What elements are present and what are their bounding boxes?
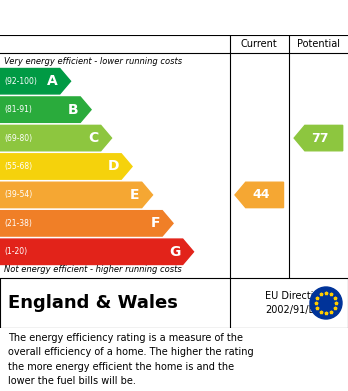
Text: G: G (169, 245, 181, 259)
Text: (92-100): (92-100) (4, 77, 37, 86)
Polygon shape (294, 126, 343, 151)
Text: Very energy efficient - lower running costs: Very energy efficient - lower running co… (4, 57, 182, 66)
Text: The energy efficiency rating is a measure of the
overall efficiency of a home. T: The energy efficiency rating is a measur… (8, 333, 254, 386)
Text: Current: Current (241, 39, 278, 49)
Polygon shape (0, 211, 173, 236)
Polygon shape (0, 126, 112, 151)
Text: Not energy efficient - higher running costs: Not energy efficient - higher running co… (4, 265, 182, 274)
Text: (21-38): (21-38) (4, 219, 32, 228)
Text: C: C (88, 131, 99, 145)
Text: (1-20): (1-20) (4, 247, 27, 256)
Polygon shape (235, 182, 284, 208)
Polygon shape (0, 239, 193, 264)
Polygon shape (0, 154, 132, 179)
Polygon shape (0, 68, 71, 94)
Text: E: E (130, 188, 140, 202)
Text: F: F (151, 216, 160, 230)
Text: England & Wales: England & Wales (8, 294, 178, 312)
Text: EU Directive
2002/91/EC: EU Directive 2002/91/EC (265, 291, 325, 315)
Polygon shape (0, 97, 91, 122)
Text: (69-80): (69-80) (4, 134, 32, 143)
Text: D: D (108, 160, 119, 174)
Text: (81-91): (81-91) (4, 105, 32, 114)
Text: (39-54): (39-54) (4, 190, 32, 199)
Text: 77: 77 (311, 131, 329, 145)
Circle shape (310, 287, 342, 319)
Text: Energy Efficiency Rating: Energy Efficiency Rating (8, 9, 237, 27)
Text: A: A (47, 74, 58, 88)
Text: 44: 44 (252, 188, 270, 201)
Text: (55-68): (55-68) (4, 162, 32, 171)
Text: B: B (68, 103, 78, 117)
Polygon shape (0, 182, 152, 208)
Text: Potential: Potential (297, 39, 340, 49)
